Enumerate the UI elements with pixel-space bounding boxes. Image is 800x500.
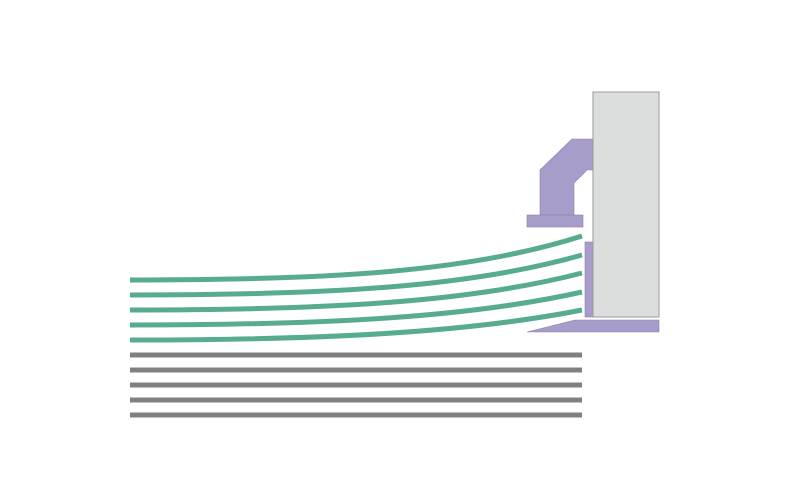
bracket-arm: [539, 138, 594, 216]
curved-line: [129, 289, 583, 328]
base-plate: [526, 319, 660, 333]
side-bar: [584, 241, 594, 318]
curved-line: [129, 252, 583, 298]
bracket-flange: [526, 214, 584, 228]
curved-line: [129, 307, 583, 343]
curved-lines-group: [129, 233, 583, 343]
curved-line: [129, 270, 583, 313]
curved-line: [129, 233, 583, 283]
straight-lines-group: [130, 352, 582, 418]
vertical-panel: [592, 91, 660, 318]
